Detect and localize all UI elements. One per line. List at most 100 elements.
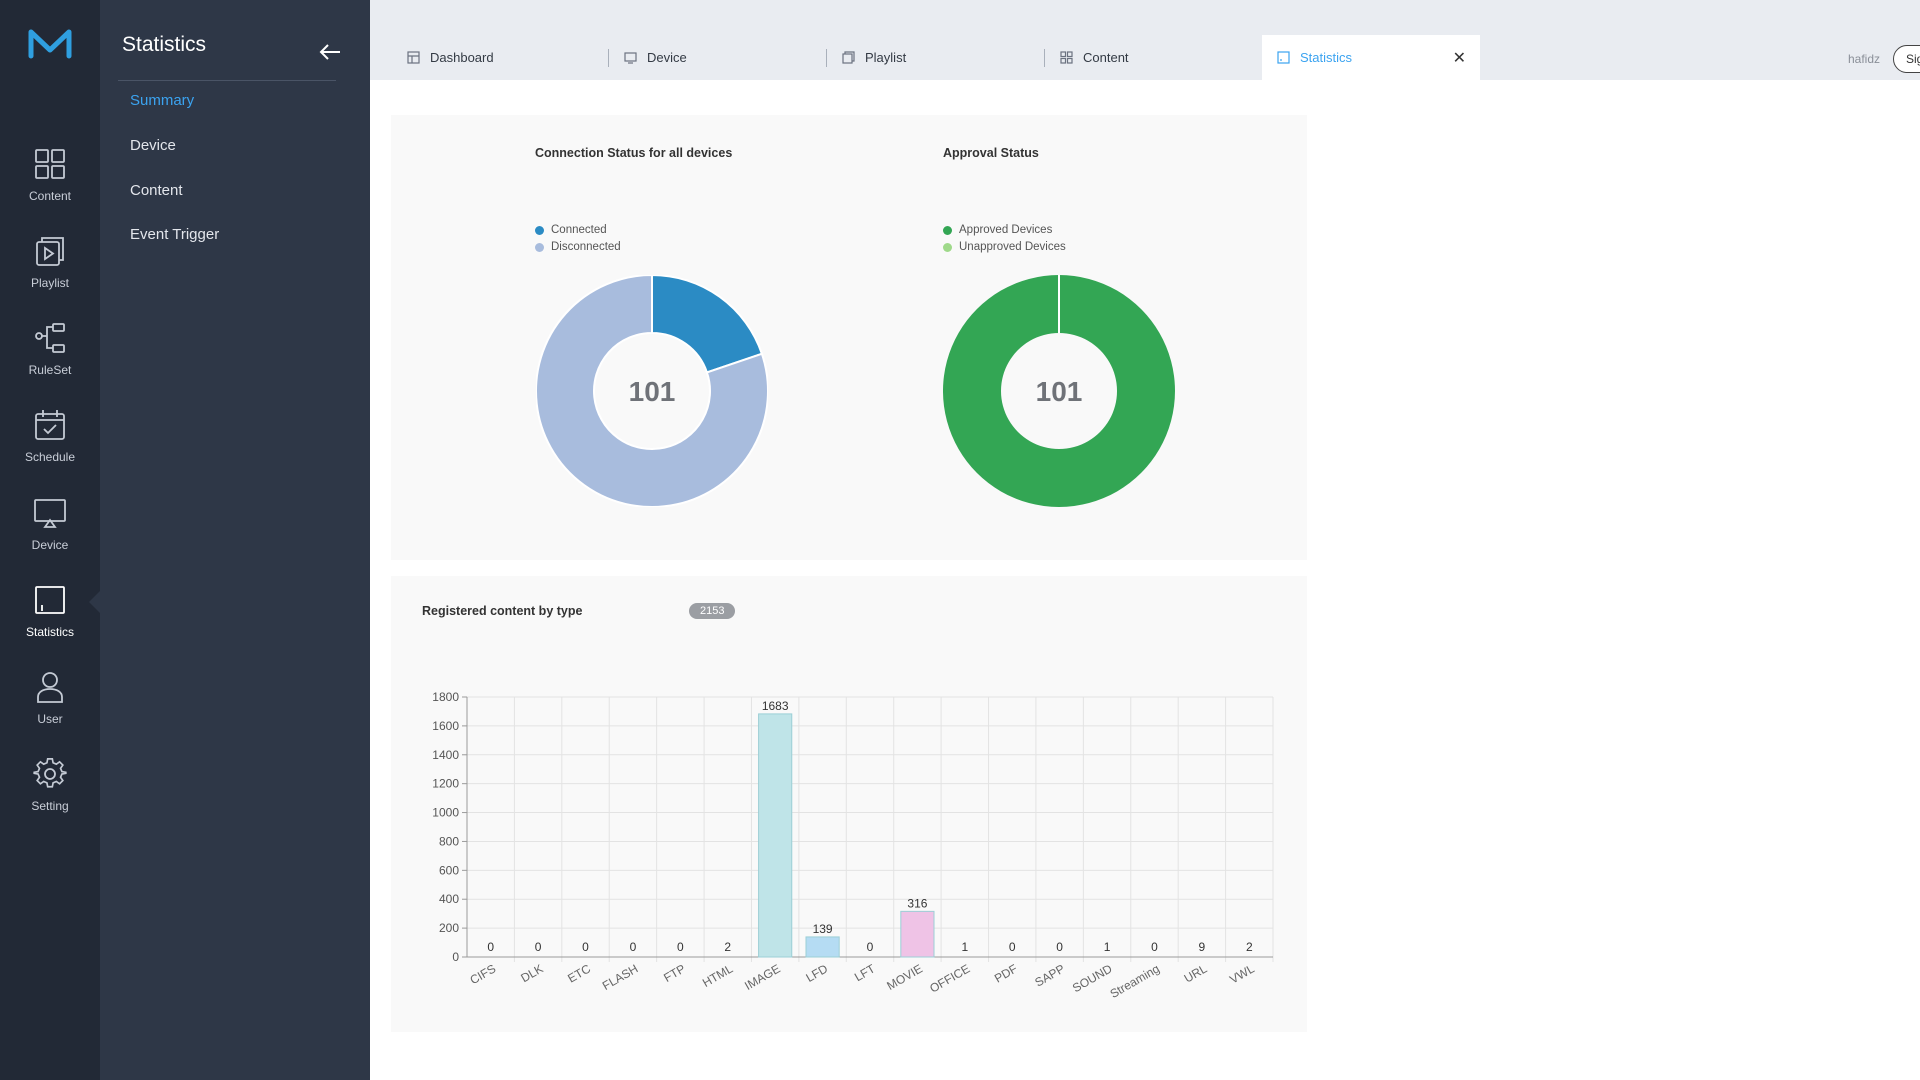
legend-disconnected[interactable]: Disconnected [535,241,621,253]
y-tick-label: 1200 [432,777,459,791]
user-name: hafidz [1848,52,1881,66]
y-tick-label: 800 [439,834,459,848]
signout-button[interactable]: Sig [1893,45,1920,73]
statistics-icon [1277,51,1290,64]
data-label: 0 [630,940,637,954]
x-tick-label: HTML [700,961,736,990]
playlist-icon [842,51,855,64]
data-label: 2 [1246,940,1253,954]
statistics-sidebar: Statistics Summary Device Content Event … [100,0,370,1080]
rail-item-setting[interactable]: Setting [0,757,100,837]
sidebar-item-summary[interactable]: Summary [130,92,195,109]
rail-item-ruleset[interactable]: RuleSet [0,321,100,401]
tab-statistics[interactable]: Statistics ✕ [1262,35,1480,80]
y-tick-label: 400 [439,892,459,906]
sidebar-item-content[interactable]: Content [130,182,183,199]
rail-item-schedule[interactable]: Schedule [0,408,100,488]
x-tick-label: Streaming [1108,961,1162,1000]
tab-label: Content [1083,50,1129,65]
approval-status-title: Approval Status [943,146,1039,160]
rail-item-user[interactable]: User [0,670,100,750]
tab-label: Device [647,50,687,65]
approval-donut-chart [943,275,1175,507]
bar-movie[interactable] [900,910,935,958]
rail-item-device[interactable]: Device [0,496,100,576]
legend-unapproved[interactable]: Unapproved Devices [943,241,1066,253]
app-logo-icon[interactable] [27,26,73,62]
data-label: 0 [487,940,494,954]
data-label: 2 [724,940,731,954]
donut-slice-connected[interactable] [651,275,764,374]
x-tick-label: VWL [1227,961,1257,986]
tab-separator [826,49,827,67]
tab-separator [608,49,609,67]
y-tick-label: 1000 [432,806,459,820]
connection-total: 101 [628,376,676,407]
x-tick-label: LFD [803,961,830,985]
icon-rail: Content Playlist RuleSet Schedule Device… [0,0,100,1080]
legend-label: Connected [551,224,607,236]
donut-slice-approved-devices[interactable] [943,275,1175,507]
y-tick-label: 0 [452,950,459,964]
rail-label: Statistics [25,625,74,639]
bar-lfd[interactable] [805,936,840,958]
y-tick-label: 1800 [432,690,459,704]
tab-label: Statistics [1300,50,1353,65]
tab-label: Playlist [865,50,907,65]
rail-item-content[interactable]: Content [0,147,100,227]
x-tick-label: FLASH [600,961,641,992]
data-label: 0 [867,940,874,954]
donut-slice-disconnected[interactable] [536,275,768,507]
x-tick-label: MOVIE [884,961,924,992]
ruleset-icon [35,323,65,353]
user-icon [37,672,63,703]
y-tick-label: 1400 [432,748,459,762]
tab-dashboard[interactable]: Dashboard [407,35,494,80]
schedule-icon [35,410,65,440]
rail-item-playlist[interactable]: Playlist [0,234,100,314]
active-pointer [89,591,100,613]
tab-separator [1044,49,1045,67]
content-icon [1060,51,1073,64]
legend-dot [943,225,952,235]
data-label: 139 [813,922,833,936]
data-label: 9 [1199,940,1206,954]
playlist-icon [36,237,64,266]
x-tick-label: FTP [661,961,688,984]
collapse-arrow-icon[interactable] [318,42,342,62]
tab-playlist[interactable]: Playlist [842,35,906,80]
content-type-bar-chart: 0200400600800100012001400160018000CIFS0D… [432,690,1274,1001]
approval-total: 101 [1035,376,1083,407]
y-tick-label: 200 [439,921,459,935]
legend-dot [535,225,544,235]
data-label: 0 [677,940,684,954]
data-label: 316 [907,896,927,910]
legend-approved[interactable]: Approved Devices [943,224,1052,236]
rail-item-statistics[interactable]: Statistics [0,583,100,663]
close-icon[interactable]: ✕ [1452,50,1466,67]
legend-connected[interactable]: Connected [535,224,607,236]
data-label: 0 [582,940,589,954]
sidebar-divider [118,80,336,81]
tab-content[interactable]: Content [1060,35,1129,80]
content-type-card: Registered content by type 2153 0 200 400 6… [391,576,1307,1032]
data-label: 1 [961,940,968,954]
sidebar-item-event-trigger[interactable]: Event Trigger [130,226,220,243]
x-tick-label: URL [1182,961,1210,985]
x-tick-label: OFFICE [927,961,972,995]
sidebar-item-device[interactable]: Device [130,137,176,154]
tab-label: Dashboard [430,50,494,65]
rail-label: Schedule [24,450,76,464]
x-tick-label: PDF [992,961,1020,985]
dashboard-icon [407,51,420,64]
rail-label: Setting [31,799,69,813]
data-label: 0 [535,940,542,954]
x-tick-label: LFT [852,961,878,984]
x-tick-label: IMAGE [742,961,782,992]
bar-image[interactable] [758,713,793,958]
tab-device[interactable]: Device [624,35,687,80]
content-grid-icon [35,149,65,179]
legend-label: Unapproved Devices [959,241,1066,253]
rail-label: Device [31,538,69,552]
device-status-card: Connection Status for all devices Connec… [391,115,1307,560]
